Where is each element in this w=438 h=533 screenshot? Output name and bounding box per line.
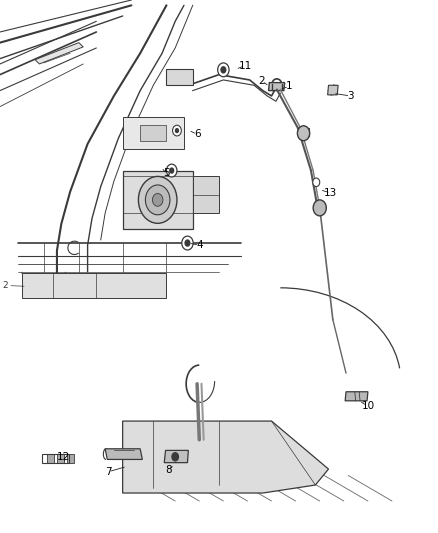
Text: 1: 1 <box>286 82 293 91</box>
Polygon shape <box>35 43 83 64</box>
Circle shape <box>184 239 191 247</box>
Polygon shape <box>268 83 285 91</box>
Text: 13: 13 <box>324 188 337 198</box>
Circle shape <box>152 193 163 206</box>
Polygon shape <box>123 117 184 149</box>
Polygon shape <box>123 421 328 493</box>
Polygon shape <box>123 171 193 229</box>
Circle shape <box>313 178 320 187</box>
Polygon shape <box>22 273 166 298</box>
Text: 3: 3 <box>347 91 354 101</box>
Polygon shape <box>105 449 142 459</box>
Ellipse shape <box>56 278 88 294</box>
Circle shape <box>175 128 179 133</box>
Polygon shape <box>193 176 219 213</box>
Polygon shape <box>299 128 309 136</box>
Text: 12: 12 <box>57 452 70 462</box>
Text: 10: 10 <box>361 401 374 411</box>
Circle shape <box>182 236 193 250</box>
Ellipse shape <box>263 445 280 456</box>
Polygon shape <box>166 69 193 85</box>
Polygon shape <box>140 125 166 141</box>
Circle shape <box>138 176 177 223</box>
Polygon shape <box>164 450 188 463</box>
Ellipse shape <box>292 475 304 484</box>
Polygon shape <box>328 85 338 95</box>
Text: 8: 8 <box>165 465 172 475</box>
Circle shape <box>218 63 229 77</box>
Polygon shape <box>67 454 74 463</box>
Text: 4: 4 <box>196 240 203 250</box>
Circle shape <box>173 125 181 136</box>
Polygon shape <box>345 392 368 401</box>
Circle shape <box>166 164 177 177</box>
Circle shape <box>297 126 310 141</box>
Circle shape <box>313 200 326 216</box>
Text: 2: 2 <box>258 76 265 86</box>
Circle shape <box>171 452 179 462</box>
Circle shape <box>169 167 174 174</box>
Circle shape <box>220 66 226 74</box>
Polygon shape <box>57 454 64 463</box>
Text: 6: 6 <box>194 130 201 139</box>
Text: 2: 2 <box>3 281 8 290</box>
Circle shape <box>145 185 170 215</box>
Text: 5: 5 <box>163 168 170 178</box>
Text: 7: 7 <box>105 467 112 477</box>
Text: 11: 11 <box>239 61 252 70</box>
Polygon shape <box>47 454 54 463</box>
